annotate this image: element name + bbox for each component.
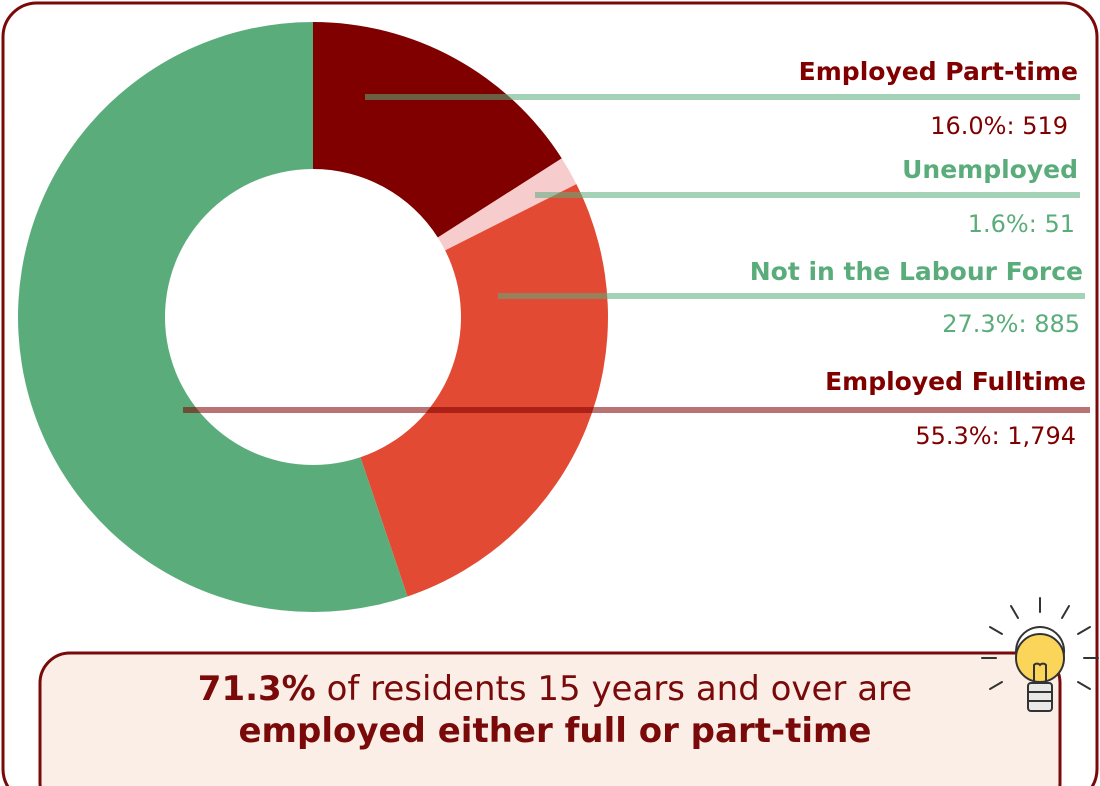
value-label: 55.3%: 1,794: [915, 422, 1076, 450]
value-label: 1.6%: 51: [968, 210, 1075, 238]
donut: [17, 22, 609, 612]
legend-label: Not in the Labour Force: [750, 257, 1083, 286]
legend-label: Unemployed: [902, 155, 1078, 184]
legend-label: Employed Part-time: [799, 57, 1078, 86]
donut-slice: [437, 158, 577, 251]
lightbulb-icon: [981, 597, 1099, 712]
annotation-highlight: 71.3%: [198, 669, 316, 709]
donut-slice: [313, 22, 562, 238]
annotation-emphasis: employed either full or part-time: [239, 711, 872, 751]
annotation-text: of residents 15 years and over are: [327, 669, 913, 709]
legend-label: Employed Fulltime: [825, 367, 1086, 396]
value-label: 16.0%: 519: [930, 112, 1068, 140]
donut-slice: [17, 22, 408, 612]
labels: Employed Part-time 16.0%: 519 Unemployed 1.…: [183, 57, 1090, 450]
value-label: 27.3%: 885: [942, 310, 1080, 338]
callout-box: [38, 651, 1062, 786]
annotation-line-1: 71.3% of residents 15 years and over are: [198, 669, 912, 709]
donut-slice: [360, 184, 609, 597]
